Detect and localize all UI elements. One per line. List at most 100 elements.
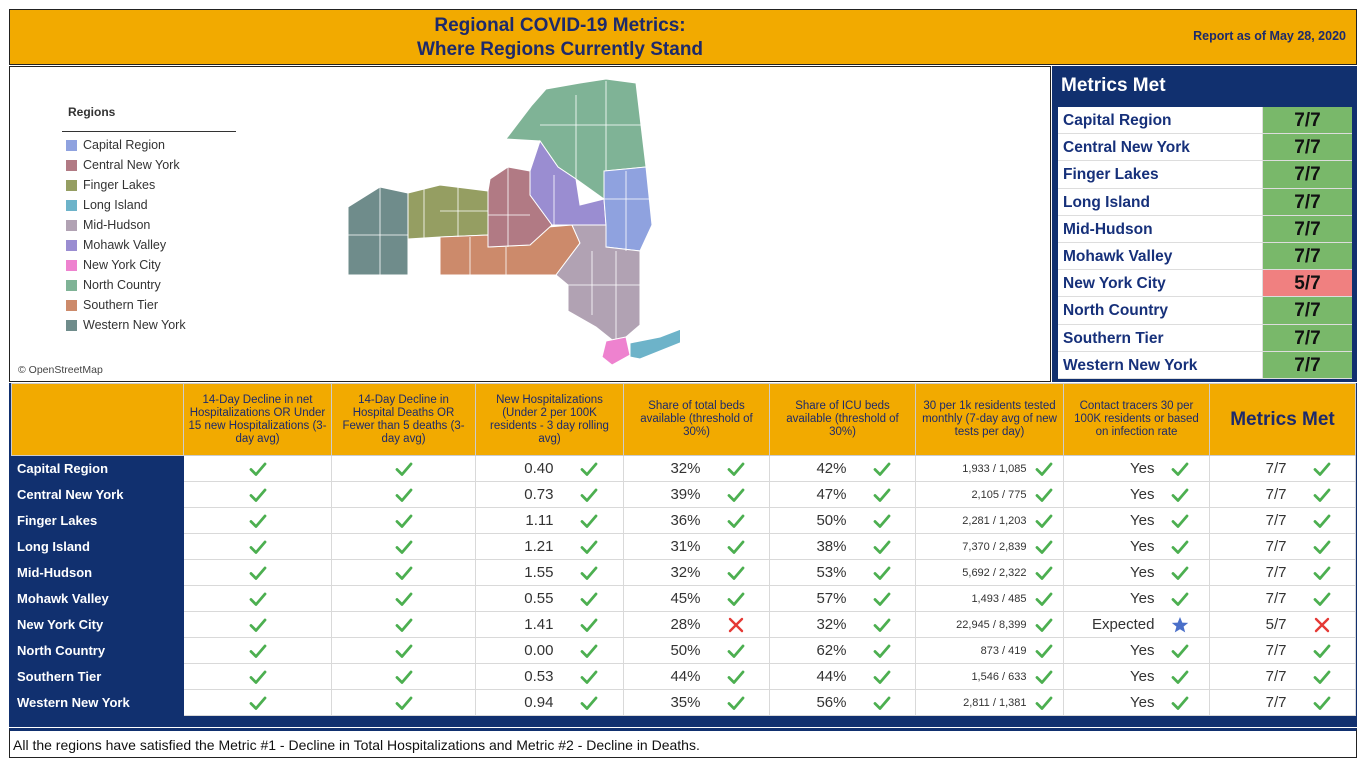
cell-beds: 31% [623, 533, 770, 560]
cell-hosp: 0.40 [475, 455, 624, 482]
cell-content [332, 590, 475, 608]
metrics-met-value: 5/7 [1262, 270, 1352, 297]
check-icon [580, 540, 597, 554]
legend-item-north-country[interactable]: North Country [66, 275, 186, 295]
cell-m2 [331, 533, 476, 560]
table-body: Capital Region 0.40 32% 42% 1,933 / 1,085 Yes… [11, 455, 1356, 716]
map-panel: Regions Capital Region Central New York Fi… [9, 66, 1051, 382]
cell-met: 7/7 [1209, 533, 1356, 560]
header-metric-2: 14-Day Decline in Hospital Deaths OR Few… [331, 383, 476, 456]
header-metric-5: Share of ICU beds available (threshold o… [769, 383, 916, 456]
check-icon [1035, 540, 1052, 554]
metrics-met-row-long-island: Long Island 7/7 [1058, 188, 1352, 216]
cell-content: Yes [1064, 694, 1209, 712]
legend-item-mid-hudson[interactable]: Mid-Hudson [66, 215, 186, 235]
metrics-met-region: Capital Region [1063, 112, 1172, 129]
row-region-name: Mid-Hudson [11, 559, 184, 586]
metrics-met-row-mid-hudson: Mid-Hudson 7/7 [1058, 215, 1352, 243]
metrics-met-row-mohawk-valley: Mohawk Valley 7/7 [1058, 242, 1352, 271]
check-icon [727, 592, 744, 606]
cell-beds: 45% [623, 585, 770, 612]
row-region-name: North Country [11, 637, 184, 664]
check-icon [873, 514, 890, 528]
map-long-island[interactable] [629, 315, 680, 360]
map-attribution[interactable]: © OpenStreetMap [18, 364, 103, 376]
check-icon [580, 462, 597, 476]
cell-m2 [331, 455, 476, 482]
legend-item-capital-region[interactable]: Capital Region [66, 135, 186, 155]
metrics-table: 14-Day Decline in net Hospitalizations O… [11, 383, 1356, 716]
county-lines [348, 81, 652, 339]
legend-swatch [66, 319, 77, 331]
cell-met: 7/7 [1209, 585, 1356, 612]
check-icon [727, 644, 744, 658]
legend-item-western-new-york[interactable]: Western New York [66, 315, 186, 335]
metrics-met-value: 7/7 [1262, 351, 1352, 378]
map-capital-region[interactable] [603, 166, 653, 252]
cell-content [184, 460, 331, 478]
check-icon [1035, 462, 1052, 476]
cell-content: 50% [624, 642, 769, 660]
check-icon [1313, 592, 1330, 606]
map-western-new-york[interactable] [347, 186, 409, 276]
check-icon [873, 540, 890, 554]
legend-item-finger-lakes[interactable]: Finger Lakes [66, 175, 186, 195]
cell-tests-value: 2,811 / 1,381 [963, 696, 1027, 709]
check-icon [873, 644, 890, 658]
cell-icu: 62% [769, 637, 916, 664]
header-metric-1: 14-Day Decline in net Hospitalizations O… [183, 383, 332, 456]
check-icon [580, 566, 597, 580]
row-region-name: New York City [11, 611, 184, 638]
header-bar: Regional COVID-19 Metrics: Where Regions… [9, 9, 1357, 65]
cell-tests: 2,281 / 1,203 [915, 507, 1064, 534]
check-icon [1313, 644, 1330, 658]
cell-hosp-value: 0.40 [524, 460, 554, 477]
cell-met: 7/7 [1209, 689, 1356, 716]
region-map[interactable] [340, 75, 680, 375]
cell-tests-value: 7,370 / 2,839 [962, 540, 1027, 553]
metrics-met-row-central-new-york: Central New York 7/7 [1058, 134, 1352, 162]
row-region-name: Western New York [11, 689, 184, 716]
cell-content: 1.11 [476, 512, 623, 530]
cell-hosp: 1.11 [475, 507, 624, 534]
cell-met-value: 7/7 [1265, 538, 1287, 555]
cell-hosp-value: 1.11 [525, 512, 554, 529]
check-icon [395, 462, 412, 476]
check-icon [1171, 592, 1188, 606]
cell-content: 873 / 419 [916, 642, 1063, 660]
legend-item-long-island[interactable]: Long Island [66, 195, 186, 215]
cell-m1 [183, 663, 332, 690]
cell-m2 [331, 559, 476, 586]
cell-content: Yes [1064, 460, 1209, 478]
legend-item-mohawk-valley[interactable]: Mohawk Valley [66, 235, 186, 255]
metrics-met-value: 7/7 [1262, 188, 1352, 215]
cell-content: 39% [624, 486, 769, 504]
cell-content: 44% [624, 668, 769, 686]
cell-tests-value: 2,281 / 1,203 [962, 514, 1027, 527]
cell-hosp: 0.53 [475, 663, 624, 690]
cell-met-value: 7/7 [1265, 460, 1287, 477]
legend-swatch [66, 299, 77, 311]
cell-tests: 2,105 / 775 [915, 481, 1064, 508]
cell-content [184, 694, 331, 712]
map-finger-lakes[interactable] [407, 184, 489, 240]
cell-tests-value: 1,933 / 1,085 [962, 462, 1027, 475]
cell-beds-value: 44% [670, 668, 701, 685]
cell-tests-value: 2,105 / 775 [971, 488, 1027, 501]
legend-item-new-york-city[interactable]: New York City [66, 255, 186, 275]
cell-icu-value: 62% [816, 642, 847, 659]
cell-content [332, 642, 475, 660]
cell-met-value: 7/7 [1265, 486, 1287, 503]
check-icon [249, 488, 266, 502]
cell-content: 56% [770, 694, 915, 712]
cell-tracers: Yes [1063, 689, 1210, 716]
cell-content: Expected [1064, 616, 1209, 634]
cell-content [332, 564, 475, 582]
cell-content: 45% [624, 590, 769, 608]
cell-met: 7/7 [1209, 663, 1356, 690]
legend-item-southern-tier[interactable]: Southern Tier [66, 295, 186, 315]
legend-item-central-new-york[interactable]: Central New York [66, 155, 186, 175]
map-new-york-city[interactable] [601, 336, 631, 366]
header-metric-6: 30 per 1k residents tested monthly (7-da… [915, 383, 1064, 456]
check-icon [1171, 566, 1188, 580]
